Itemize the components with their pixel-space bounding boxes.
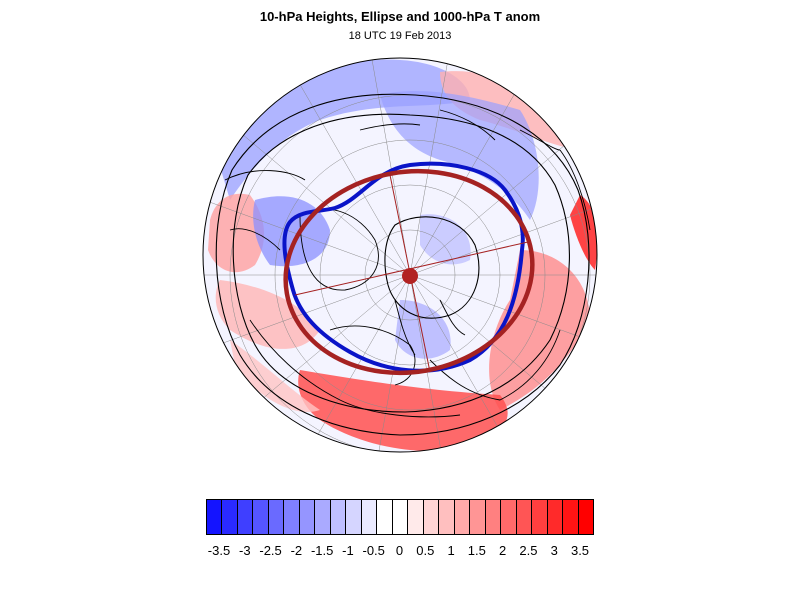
- meridian-line: [364, 274, 411, 452]
- colorbar-tick-labels: -3.5 -3 -2.5 -2 -1.5 -1 -0.5 0 0.5 1 1.5 2 2.5 3 3.5: [0, 543, 800, 561]
- colorbar-segment: [299, 500, 316, 534]
- colorbar-tick-label: 2: [499, 543, 507, 558]
- graticule: [203, 58, 597, 452]
- height-contours: [215, 93, 590, 436]
- meridian-line: [210, 107, 411, 276]
- colorbar-segment: [207, 500, 223, 534]
- colorbar-tick-label: -2: [290, 543, 303, 558]
- colorbar-segment: [439, 500, 455, 534]
- colorbar-segment: [485, 500, 502, 534]
- coastlines: [224, 109, 591, 418]
- colorbar-segment: [578, 500, 594, 534]
- colorbar-segment: [268, 500, 285, 534]
- colorbar-tick-label: -1.5: [310, 543, 334, 558]
- colorbar-segment: [315, 500, 331, 534]
- colorbar-tick-label: 3: [550, 543, 558, 558]
- meridian-line: [364, 58, 411, 276]
- vortex-ellipse: [283, 168, 535, 376]
- colorbar-segment: [516, 500, 533, 534]
- meridian-line: [409, 274, 597, 365]
- meridian-line: [279, 274, 411, 452]
- colorbar-tick-label: 3.5: [570, 543, 590, 558]
- colorbar-tick-label: 0: [395, 543, 404, 558]
- colorbar-tick-label: -3: [239, 543, 251, 558]
- chart-subtitle: 18 UTC 19 Feb 2013: [348, 30, 452, 42]
- colorbar-segment: [330, 500, 347, 534]
- colorbar-segment: [532, 500, 548, 534]
- meridian-line: [409, 274, 456, 452]
- colorbar-tick-label: 0.5: [416, 543, 435, 558]
- colorbar-segment: [222, 500, 238, 534]
- colorbar-tick-label: -1: [342, 543, 354, 558]
- colorbar-segment: [346, 500, 362, 534]
- colorbar-segment: [563, 500, 579, 534]
- polar-vortex-edge: [282, 161, 525, 373]
- colorbar-tick-label: -3.5: [207, 543, 231, 558]
- colorbar-segment: [253, 500, 269, 534]
- colorbar: [206, 499, 594, 535]
- colorbar-segment: [547, 500, 564, 534]
- colorbar-segment: [377, 500, 393, 534]
- colorbar-tick-label: -2.5: [259, 543, 282, 558]
- colorbar-segment: [454, 500, 471, 534]
- meridian-line: [409, 274, 541, 452]
- colorbar-segment: [423, 500, 440, 534]
- meridian-line: [409, 185, 597, 276]
- colorbar-tick-label: 1: [447, 543, 455, 558]
- colorbar-tick-label: 1.5: [467, 543, 486, 558]
- colorbar-tick-label: -0.5: [362, 543, 385, 558]
- colorbar-tick-label: 2.5: [519, 543, 538, 558]
- colorbar-segment: [501, 500, 517, 534]
- colorbar-segment: [470, 500, 486, 534]
- colorbar-segment: [392, 500, 409, 534]
- chart-title: 10-hPa Heights, Ellipse and 1000-hPa T a…: [259, 9, 541, 24]
- colorbar-segment: [284, 500, 300, 534]
- map-boundary: [202, 57, 598, 453]
- colorbar-segment: [408, 500, 424, 534]
- colorbar-segment: [237, 500, 254, 534]
- colorbar-segment: [361, 500, 378, 534]
